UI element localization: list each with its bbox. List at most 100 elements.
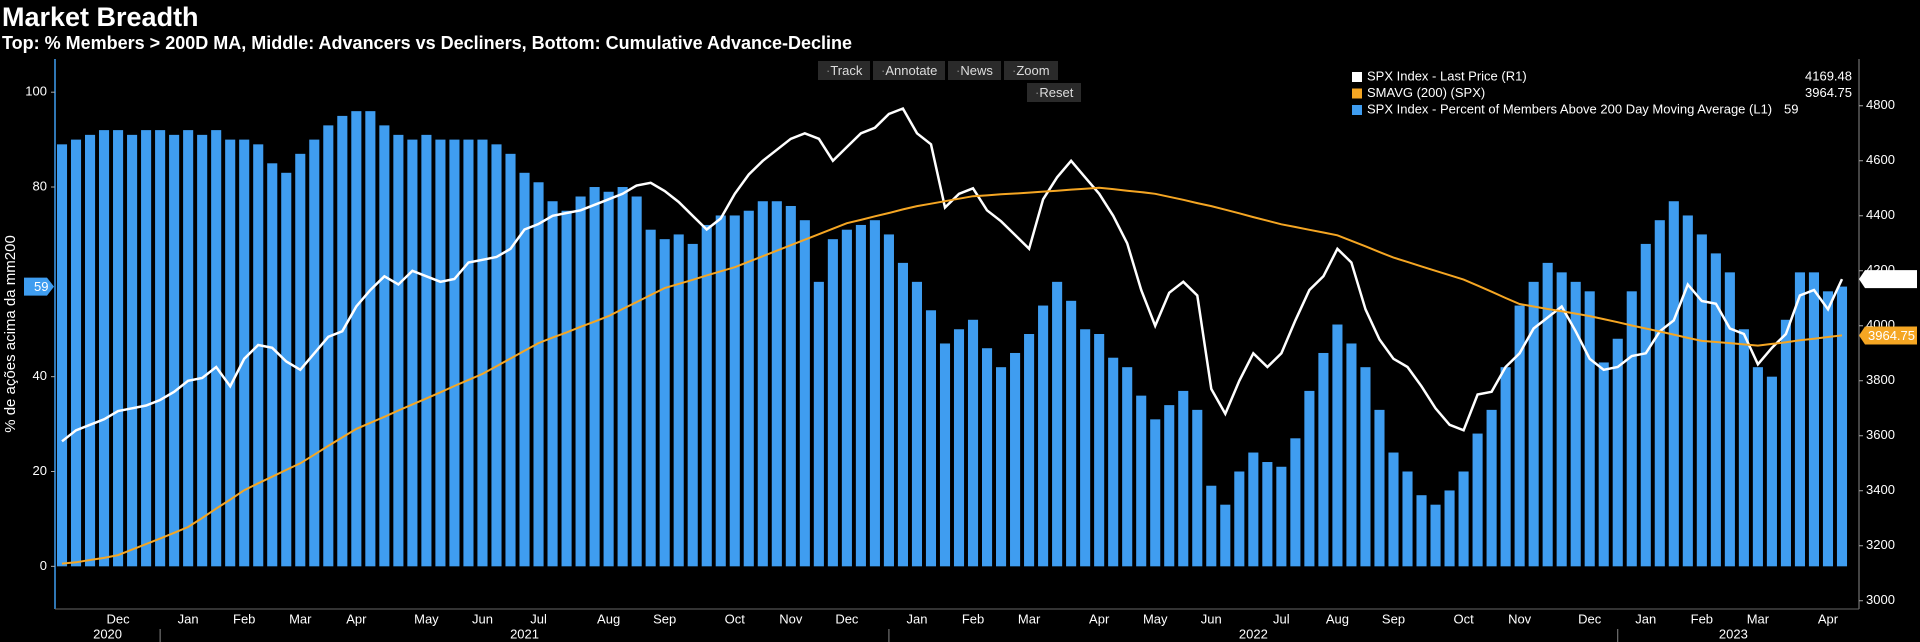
bar	[897, 262, 908, 567]
x-tick-label: Jul	[1273, 611, 1290, 626]
bar	[631, 196, 642, 567]
x-tick-label: Nov	[779, 611, 803, 626]
bar	[463, 139, 474, 567]
y2-tick-label: 4400	[1866, 207, 1895, 222]
bar	[1822, 291, 1834, 567]
legend-label: SPX Index - Last Price (R1)	[1367, 68, 1527, 83]
bar	[449, 139, 460, 567]
bar	[561, 210, 572, 567]
x-tick-label: Feb	[233, 611, 255, 626]
bar	[519, 172, 530, 567]
y-axis-label: % de ações acima da mm200	[2, 235, 19, 433]
x-tick-label: Jun	[1201, 611, 1222, 626]
bar	[589, 187, 600, 567]
bar	[407, 139, 418, 567]
bar	[1234, 471, 1245, 567]
bar	[183, 130, 194, 567]
bar	[84, 134, 96, 567]
bar	[996, 367, 1007, 567]
bar	[533, 182, 544, 567]
x-tick-label: Sep	[653, 611, 676, 626]
y-tick-label: 0	[40, 558, 47, 573]
bar	[1318, 352, 1329, 567]
bar	[1612, 338, 1623, 567]
x-tick-label: Jul	[530, 611, 547, 626]
legend-swatch	[1352, 88, 1362, 99]
bar	[1374, 409, 1385, 567]
bar	[1346, 343, 1357, 567]
bar	[981, 348, 993, 567]
bar	[603, 191, 614, 567]
line-series	[61, 186, 1843, 565]
legend-swatch	[1352, 72, 1362, 82]
bar	[1430, 504, 1441, 567]
bar	[1010, 352, 1021, 567]
bar	[1416, 495, 1427, 567]
bar	[1052, 281, 1063, 567]
bar	[1556, 272, 1567, 567]
bar	[1668, 201, 1679, 567]
last-value-label: 59	[34, 279, 48, 294]
bar	[1206, 485, 1217, 567]
bar	[127, 134, 138, 567]
bar	[855, 224, 866, 567]
bar	[953, 329, 965, 567]
bar	[1598, 362, 1609, 567]
bar	[99, 130, 110, 567]
bar	[253, 144, 264, 567]
x-tick-label: Apr	[1089, 611, 1110, 626]
bar	[1248, 452, 1259, 567]
bar	[715, 215, 726, 567]
y-tick-label: 40	[33, 368, 47, 383]
bar	[1080, 329, 1091, 567]
bar	[393, 134, 404, 567]
legend-label: SMAVG (200) (SPX)	[1367, 85, 1485, 100]
bar	[1122, 367, 1133, 567]
reset-button[interactable]: Reset	[1027, 83, 1082, 102]
bar	[1458, 471, 1469, 567]
bar	[1066, 300, 1077, 567]
bar	[1332, 324, 1343, 567]
bar	[1542, 262, 1553, 567]
bar	[155, 130, 166, 567]
last-value-label: 4169.48	[1868, 272, 1915, 287]
bar	[939, 343, 951, 567]
bar	[827, 239, 838, 567]
bar	[1094, 334, 1105, 567]
y2-tick-label: 4800	[1866, 97, 1895, 112]
bar	[1276, 466, 1287, 567]
toolbar-button[interactable]: Track	[818, 61, 871, 80]
x-tick-label: Mar	[289, 611, 312, 626]
bar	[1500, 367, 1511, 567]
y-tick-label: 80	[33, 178, 47, 193]
last-value-tag	[1859, 270, 1917, 289]
x-tick-label: Oct	[725, 611, 746, 626]
bar	[113, 130, 124, 567]
x-tick-label: May	[414, 611, 439, 626]
bar	[197, 134, 208, 567]
bar	[1626, 291, 1637, 567]
x-tick-label: Sep	[1382, 611, 1405, 626]
legend-value: 59	[1784, 101, 1798, 116]
toolbar-button[interactable]: News	[948, 61, 1001, 80]
year-label: 2022	[1239, 626, 1268, 641]
legend: SPX Index - Last Price (R1) 4169.48 SMAVG …	[1344, 66, 1854, 120]
bar	[729, 215, 740, 567]
x-tick-label: Dec	[835, 611, 859, 626]
bar	[1514, 305, 1525, 567]
x-tick-label: Dec	[1578, 611, 1602, 626]
bar	[1304, 390, 1315, 567]
bar	[477, 139, 488, 567]
bar	[1780, 319, 1791, 567]
bar	[421, 134, 432, 567]
toolbar-button[interactable]: Zoom	[1004, 61, 1058, 80]
bar	[911, 281, 923, 567]
x-tick-label: Feb	[962, 611, 984, 626]
bar	[1682, 215, 1693, 567]
x-tick-label: Dec	[107, 611, 131, 626]
toolbar-button[interactable]: Annotate	[873, 61, 946, 80]
bar	[799, 220, 810, 567]
year-label: 2023	[1719, 626, 1748, 641]
year-label: 2020	[93, 626, 122, 641]
